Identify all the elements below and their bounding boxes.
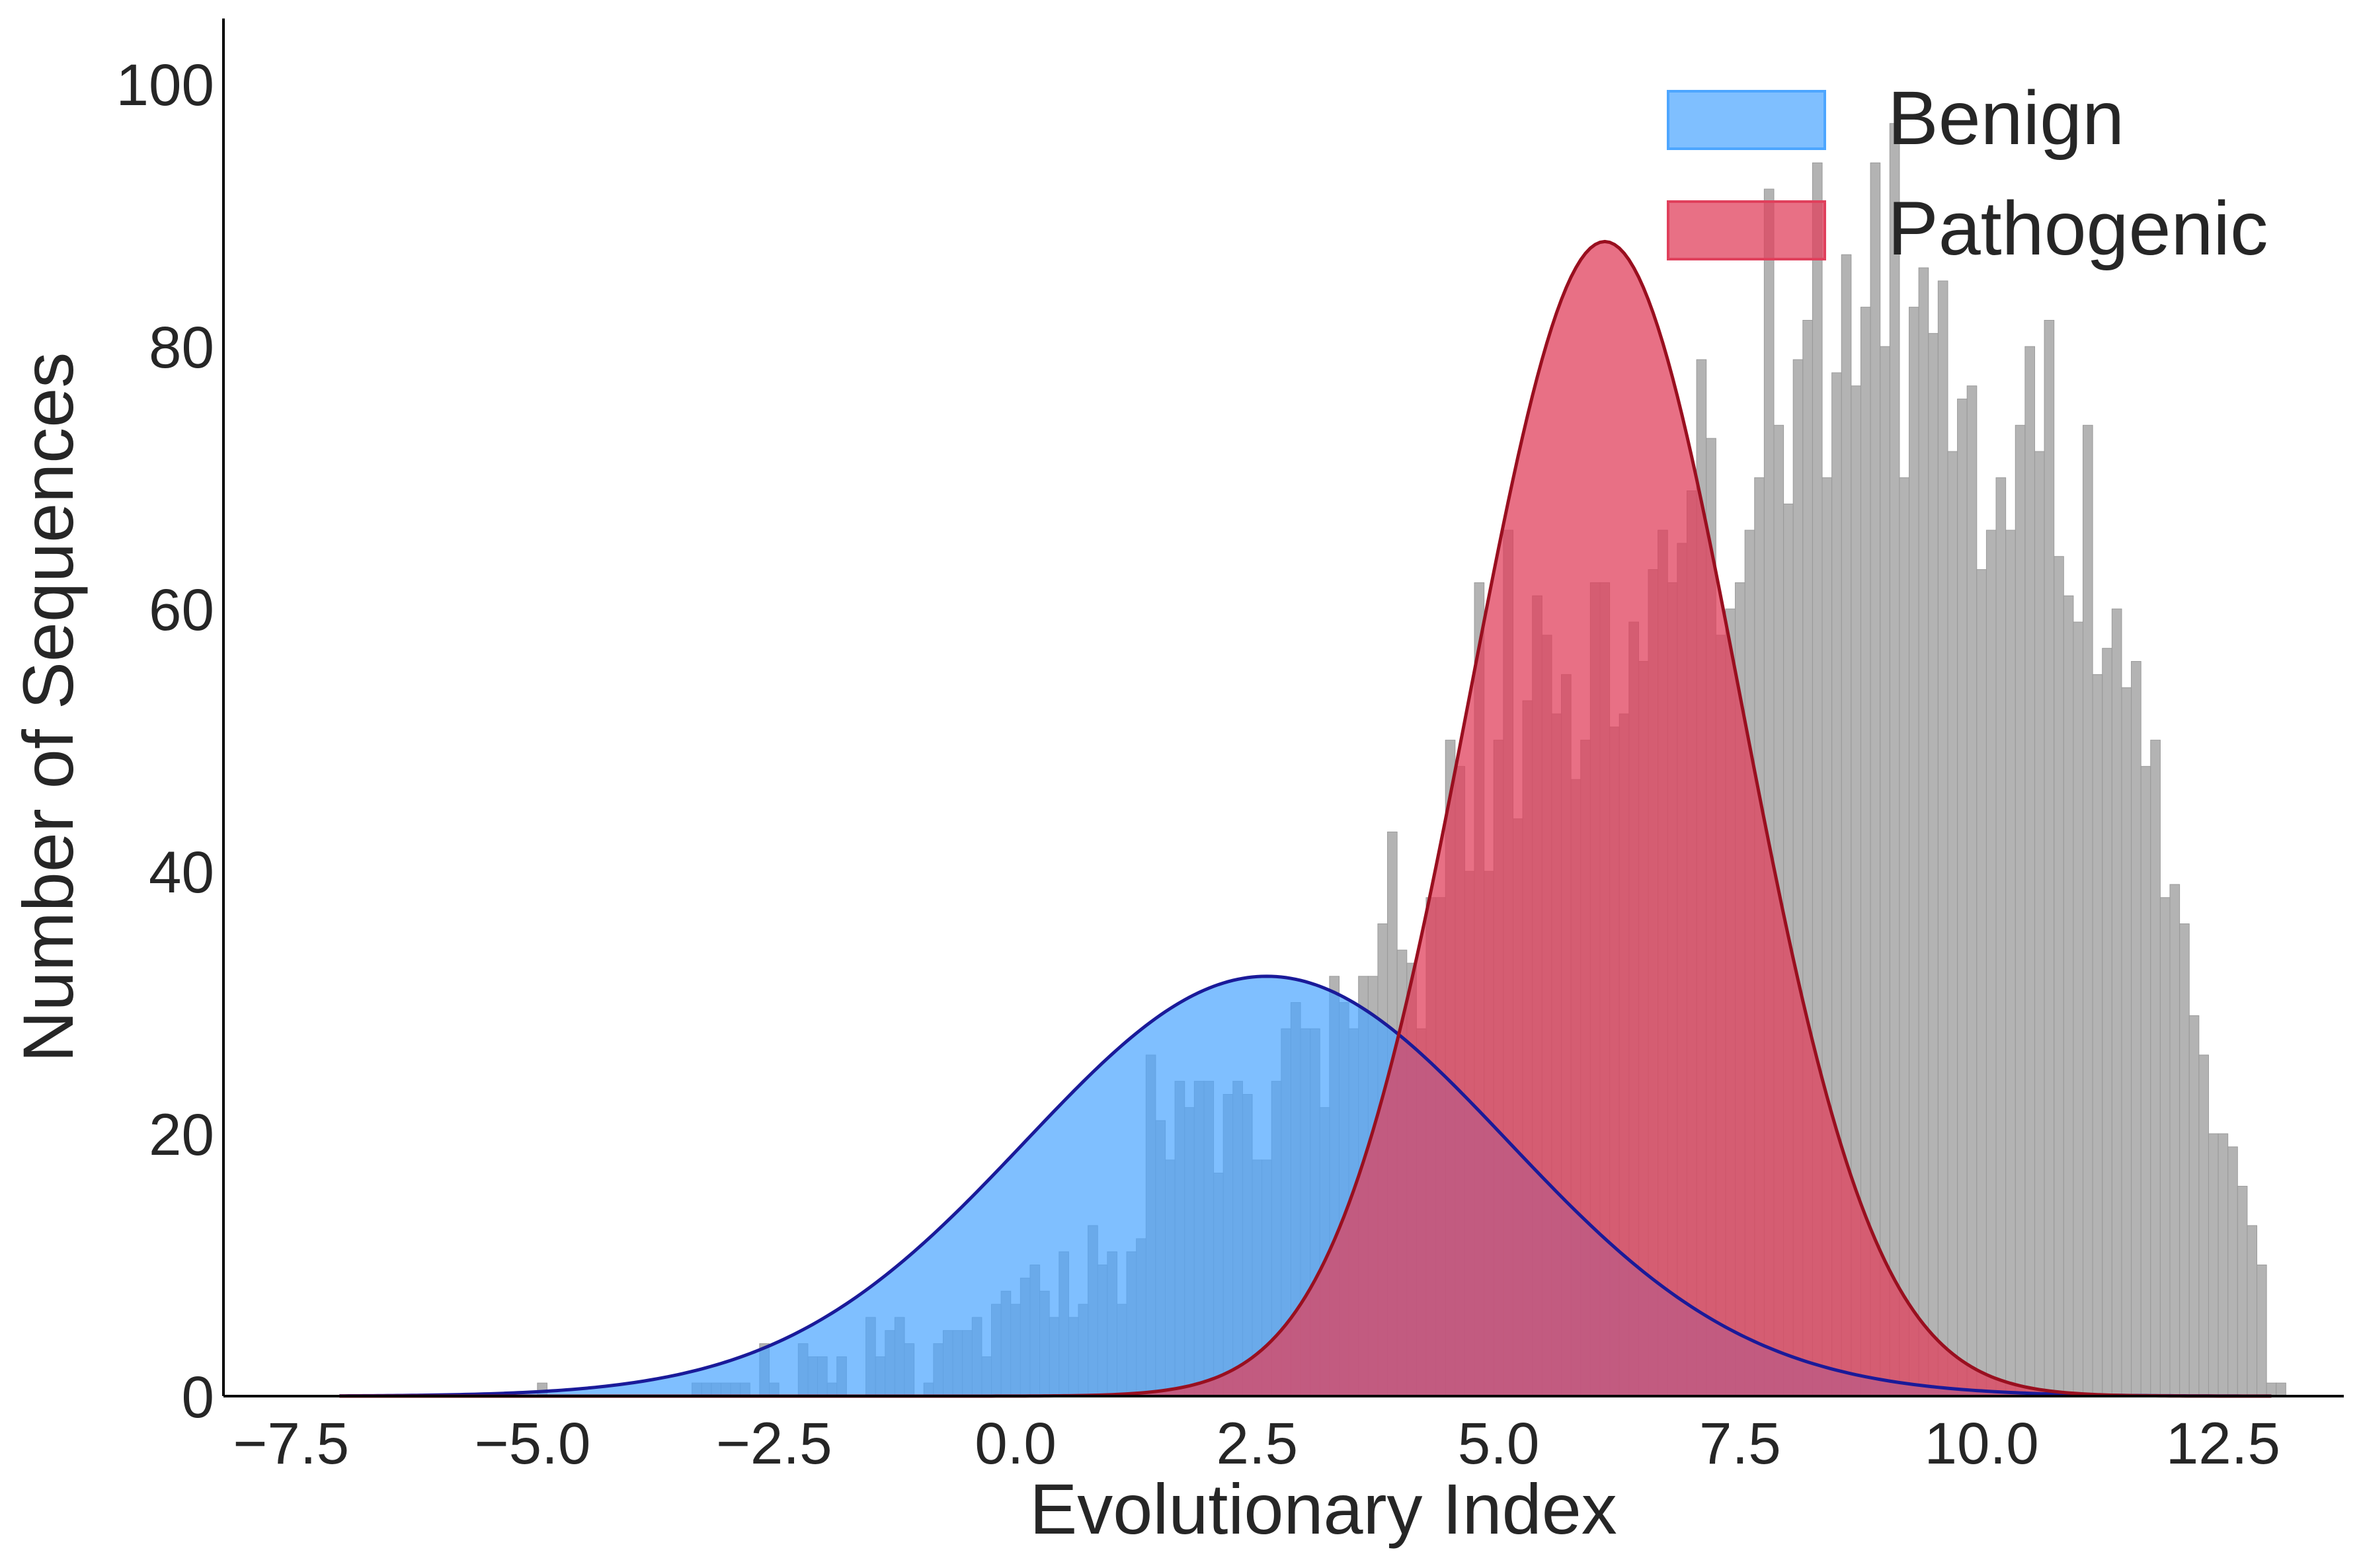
y-tick-label: 40 <box>149 839 214 905</box>
histogram-bar <box>1899 477 1910 1397</box>
histogram-bar <box>1985 529 1997 1397</box>
histogram-bar <box>1995 477 2007 1397</box>
plot-area <box>339 123 2286 1398</box>
histogram-bar <box>2131 661 2141 1397</box>
histogram-bar <box>2024 346 2035 1397</box>
y-tick-label: 60 <box>149 576 214 643</box>
legend: Benign Pathogenic <box>1667 76 2268 271</box>
legend-swatch-benign <box>1667 90 1826 150</box>
benign-distribution-area <box>339 976 2272 1396</box>
histogram-bar <box>2121 687 2132 1397</box>
x-tick-label: 10.0 <box>1924 1410 2038 1476</box>
histogram-bar <box>1889 123 1900 1397</box>
histogram-bar <box>2150 740 2161 1397</box>
histogram-bar <box>1928 333 1939 1397</box>
histogram-bar <box>2159 897 2171 1397</box>
histogram-bar <box>2188 1015 2200 1397</box>
x-tick-label: −5.0 <box>475 1410 591 1476</box>
histogram-bar <box>2179 923 2190 1397</box>
x-tick-label: 7.5 <box>1699 1410 1781 1476</box>
histogram-bar <box>2237 1185 2248 1397</box>
histogram-bar <box>2257 1265 2267 1397</box>
histogram-bar <box>2054 556 2064 1397</box>
histogram-bar <box>1976 569 1987 1397</box>
histogram-bar <box>2208 1133 2219 1397</box>
x-axis-ticks: −7.5 −5.0 −2.5 0.0 2.5 5.0 7.5 10.0 12.5 <box>233 1410 2280 1476</box>
histogram-bar <box>2063 595 2074 1397</box>
histogram-bar <box>2073 621 2084 1397</box>
legend-label-benign: Benign <box>1888 76 2124 161</box>
y-tick-label: 0 <box>182 1364 215 1430</box>
benign-distribution-curve <box>339 974 2272 1398</box>
histogram-bar <box>2005 529 2016 1397</box>
pathogenic-distribution-area <box>339 241 2272 1396</box>
histogram-bar <box>2092 674 2103 1397</box>
histogram-bar <box>2111 608 2122 1397</box>
y-tick-label: 80 <box>149 314 214 380</box>
histogram-bar <box>1957 399 1968 1397</box>
x-tick-label: 2.5 <box>1216 1410 1298 1476</box>
histogram-bar <box>2266 1382 2277 1397</box>
x-tick-label: 12.5 <box>2166 1410 2280 1476</box>
legend-label-pathogenic: Pathogenic <box>1888 186 2268 271</box>
x-tick-label: 0.0 <box>975 1410 1057 1476</box>
histogram-bar <box>1870 162 1881 1397</box>
histogram-bar <box>1918 267 1929 1397</box>
histogram-bar <box>2276 1382 2286 1397</box>
histogram-bar <box>2247 1225 2258 1397</box>
histogram-bar <box>2218 1133 2229 1397</box>
histogram-bar <box>2083 424 2093 1397</box>
histogram-bar <box>2034 451 2045 1397</box>
histogram-bar <box>1966 385 1978 1397</box>
histogram-bar <box>2044 319 2055 1397</box>
y-axis-ticks: 0 20 40 60 80 100 <box>116 52 215 1430</box>
y-tick-label: 20 <box>149 1101 214 1167</box>
x-axis-title: Evolutionary Index <box>1029 1469 1617 1549</box>
histogram-bar <box>2140 765 2151 1397</box>
histogram-bar <box>2015 424 2026 1397</box>
histogram-bar <box>2198 1054 2209 1397</box>
histogram-bar <box>1947 451 1958 1397</box>
histogram-bar <box>2102 648 2112 1397</box>
y-axis-title: Number of Sequences <box>8 352 88 1063</box>
x-tick-label: 5.0 <box>1458 1410 1540 1476</box>
histogram-bar <box>1909 307 1919 1397</box>
x-tick-label: −2.5 <box>716 1410 832 1476</box>
histogram-bar <box>2169 884 2181 1397</box>
legend-swatch-pathogenic <box>1667 200 1826 260</box>
histogram-bar <box>1937 280 1948 1397</box>
histogram-bar <box>1880 346 1890 1397</box>
x-tick-label: −7.5 <box>233 1410 349 1476</box>
histogram-bar <box>2227 1146 2238 1397</box>
y-tick-label: 100 <box>116 52 215 118</box>
